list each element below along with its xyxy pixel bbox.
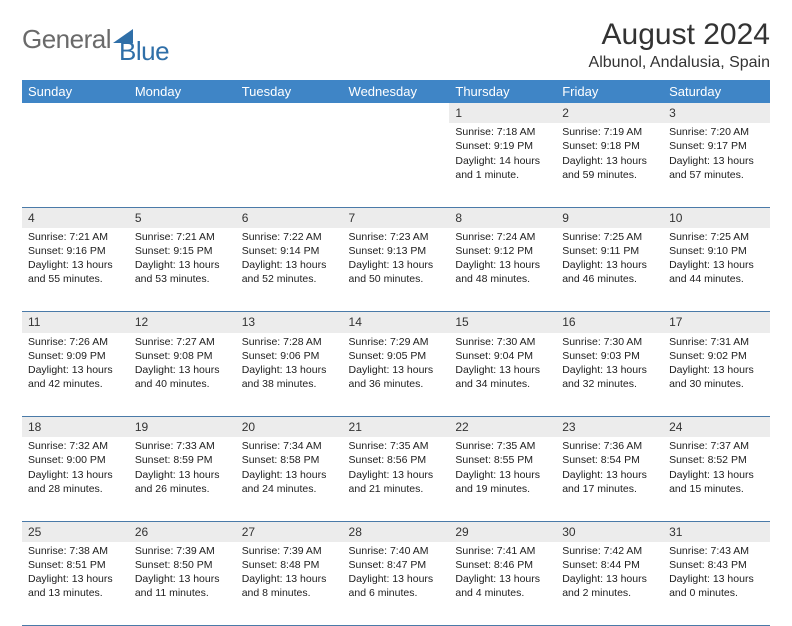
day-number-cell: 12 — [129, 312, 236, 333]
day-number-cell — [129, 103, 236, 123]
day-detail-row: Sunrise: 7:26 AMSunset: 9:09 PMDaylight:… — [22, 333, 770, 417]
day-detail-cell — [236, 123, 343, 207]
day-detail-row: Sunrise: 7:32 AMSunset: 9:00 PMDaylight:… — [22, 437, 770, 521]
day-number-cell — [343, 103, 450, 123]
day-number-cell: 1 — [449, 103, 556, 123]
weekday-header: Friday — [556, 80, 663, 103]
day-detail-row: Sunrise: 7:18 AMSunset: 9:19 PMDaylight:… — [22, 123, 770, 207]
weekday-header: Sunday — [22, 80, 129, 103]
day-number-cell: 13 — [236, 312, 343, 333]
day-number-cell: 21 — [343, 417, 450, 438]
day-number-cell: 6 — [236, 207, 343, 228]
day-detail-cell — [22, 123, 129, 207]
day-number-cell: 10 — [663, 207, 770, 228]
day-number-row: 18192021222324 — [22, 417, 770, 438]
day-number-cell: 18 — [22, 417, 129, 438]
day-number-cell: 22 — [449, 417, 556, 438]
day-detail-cell: Sunrise: 7:30 AMSunset: 9:03 PMDaylight:… — [556, 333, 663, 417]
day-number-cell: 7 — [343, 207, 450, 228]
day-number-row: 11121314151617 — [22, 312, 770, 333]
month-title: August 2024 — [589, 18, 770, 52]
day-detail-cell: Sunrise: 7:33 AMSunset: 8:59 PMDaylight:… — [129, 437, 236, 521]
day-number-cell: 29 — [449, 521, 556, 542]
day-number-cell: 25 — [22, 521, 129, 542]
weekday-header: Saturday — [663, 80, 770, 103]
day-detail-cell: Sunrise: 7:21 AMSunset: 9:16 PMDaylight:… — [22, 228, 129, 312]
day-detail-cell: Sunrise: 7:19 AMSunset: 9:18 PMDaylight:… — [556, 123, 663, 207]
brand-part2: Blue — [119, 36, 169, 67]
day-detail-cell: Sunrise: 7:25 AMSunset: 9:11 PMDaylight:… — [556, 228, 663, 312]
day-number-row: 25262728293031 — [22, 521, 770, 542]
day-number-cell: 15 — [449, 312, 556, 333]
day-detail-cell: Sunrise: 7:35 AMSunset: 8:56 PMDaylight:… — [343, 437, 450, 521]
calendar-table: Sunday Monday Tuesday Wednesday Thursday… — [22, 80, 770, 626]
weekday-header: Monday — [129, 80, 236, 103]
day-detail-cell: Sunrise: 7:21 AMSunset: 9:15 PMDaylight:… — [129, 228, 236, 312]
location: Albunol, Andalusia, Spain — [589, 54, 770, 72]
day-detail-cell: Sunrise: 7:40 AMSunset: 8:47 PMDaylight:… — [343, 542, 450, 626]
day-number-cell: 4 — [22, 207, 129, 228]
day-detail-cell: Sunrise: 7:20 AMSunset: 9:17 PMDaylight:… — [663, 123, 770, 207]
day-detail-cell: Sunrise: 7:28 AMSunset: 9:06 PMDaylight:… — [236, 333, 343, 417]
day-detail-cell: Sunrise: 7:27 AMSunset: 9:08 PMDaylight:… — [129, 333, 236, 417]
day-detail-cell: Sunrise: 7:22 AMSunset: 9:14 PMDaylight:… — [236, 228, 343, 312]
day-number-cell: 3 — [663, 103, 770, 123]
day-number-cell: 31 — [663, 521, 770, 542]
day-number-row: 123 — [22, 103, 770, 123]
day-number-cell: 17 — [663, 312, 770, 333]
weekday-header: Tuesday — [236, 80, 343, 103]
weekday-header: Thursday — [449, 80, 556, 103]
day-number-cell: 9 — [556, 207, 663, 228]
weekday-header-row: Sunday Monday Tuesday Wednesday Thursday… — [22, 80, 770, 103]
title-block: August 2024 Albunol, Andalusia, Spain — [589, 18, 770, 72]
day-detail-cell — [129, 123, 236, 207]
day-number-cell: 28 — [343, 521, 450, 542]
brand-logo: General Blue — [22, 24, 169, 55]
day-detail-cell: Sunrise: 7:34 AMSunset: 8:58 PMDaylight:… — [236, 437, 343, 521]
day-detail-cell: Sunrise: 7:25 AMSunset: 9:10 PMDaylight:… — [663, 228, 770, 312]
day-detail-row: Sunrise: 7:38 AMSunset: 8:51 PMDaylight:… — [22, 542, 770, 626]
day-number-row: 45678910 — [22, 207, 770, 228]
day-detail-row: Sunrise: 7:21 AMSunset: 9:16 PMDaylight:… — [22, 228, 770, 312]
day-number-cell: 14 — [343, 312, 450, 333]
day-detail-cell: Sunrise: 7:42 AMSunset: 8:44 PMDaylight:… — [556, 542, 663, 626]
weekday-header: Wednesday — [343, 80, 450, 103]
day-number-cell: 27 — [236, 521, 343, 542]
header: General Blue August 2024 Albunol, Andalu… — [22, 18, 770, 72]
day-number-cell: 20 — [236, 417, 343, 438]
day-detail-cell: Sunrise: 7:23 AMSunset: 9:13 PMDaylight:… — [343, 228, 450, 312]
day-detail-cell: Sunrise: 7:26 AMSunset: 9:09 PMDaylight:… — [22, 333, 129, 417]
day-number-cell: 30 — [556, 521, 663, 542]
day-detail-cell: Sunrise: 7:24 AMSunset: 9:12 PMDaylight:… — [449, 228, 556, 312]
day-number-cell: 19 — [129, 417, 236, 438]
day-detail-cell: Sunrise: 7:36 AMSunset: 8:54 PMDaylight:… — [556, 437, 663, 521]
day-detail-cell: Sunrise: 7:29 AMSunset: 9:05 PMDaylight:… — [343, 333, 450, 417]
day-number-cell: 23 — [556, 417, 663, 438]
day-detail-cell: Sunrise: 7:39 AMSunset: 8:48 PMDaylight:… — [236, 542, 343, 626]
day-number-cell — [236, 103, 343, 123]
day-number-cell: 26 — [129, 521, 236, 542]
day-detail-cell: Sunrise: 7:32 AMSunset: 9:00 PMDaylight:… — [22, 437, 129, 521]
day-number-cell: 2 — [556, 103, 663, 123]
day-detail-cell: Sunrise: 7:39 AMSunset: 8:50 PMDaylight:… — [129, 542, 236, 626]
day-detail-cell: Sunrise: 7:41 AMSunset: 8:46 PMDaylight:… — [449, 542, 556, 626]
day-number-cell: 8 — [449, 207, 556, 228]
day-number-cell: 5 — [129, 207, 236, 228]
day-number-cell — [22, 103, 129, 123]
day-detail-cell: Sunrise: 7:37 AMSunset: 8:52 PMDaylight:… — [663, 437, 770, 521]
day-detail-cell: Sunrise: 7:31 AMSunset: 9:02 PMDaylight:… — [663, 333, 770, 417]
day-detail-cell: Sunrise: 7:18 AMSunset: 9:19 PMDaylight:… — [449, 123, 556, 207]
day-detail-cell: Sunrise: 7:38 AMSunset: 8:51 PMDaylight:… — [22, 542, 129, 626]
brand-part1: General — [22, 24, 111, 55]
day-detail-cell: Sunrise: 7:30 AMSunset: 9:04 PMDaylight:… — [449, 333, 556, 417]
day-detail-cell: Sunrise: 7:43 AMSunset: 8:43 PMDaylight:… — [663, 542, 770, 626]
day-number-cell: 24 — [663, 417, 770, 438]
day-number-cell: 16 — [556, 312, 663, 333]
day-detail-cell: Sunrise: 7:35 AMSunset: 8:55 PMDaylight:… — [449, 437, 556, 521]
day-detail-cell — [343, 123, 450, 207]
day-number-cell: 11 — [22, 312, 129, 333]
